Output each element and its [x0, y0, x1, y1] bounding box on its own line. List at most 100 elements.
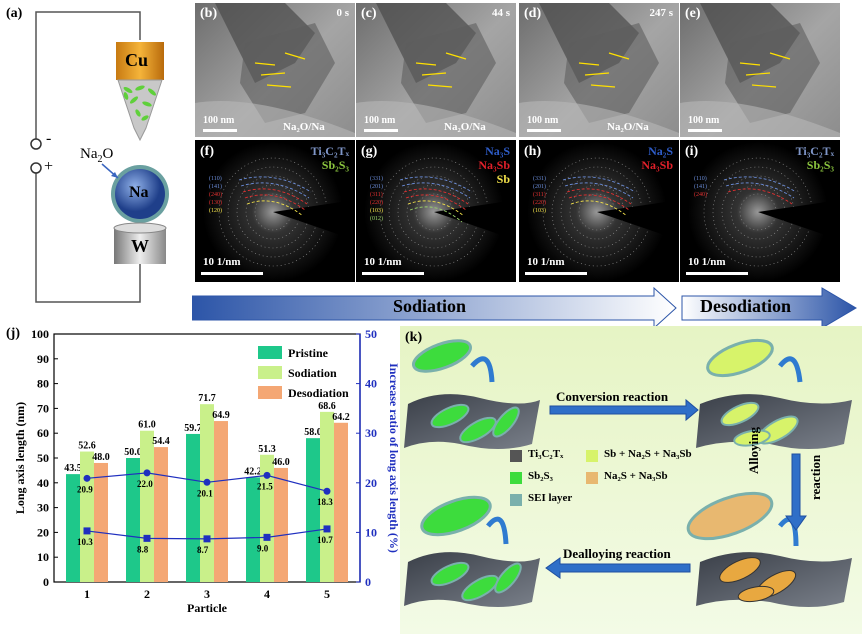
tem-texture-b: [195, 3, 355, 137]
ratio-label-2-2: 8.8: [137, 544, 149, 554]
saed-scale-text-i: 10 1/nm: [688, 256, 726, 268]
legend-swatch-0: [258, 346, 282, 359]
bar-label-sodiation-4: 51.3: [258, 444, 276, 455]
ring-index-g-3: (220): [370, 199, 383, 206]
ratio-point-1-1: [83, 474, 91, 482]
scale-bar-b: [203, 129, 237, 132]
process-arrows: [192, 286, 857, 330]
tem-image-e: (e) 100 nm: [680, 3, 840, 137]
y-tick-label-3: 30: [37, 501, 49, 515]
w-electrode: [114, 228, 166, 264]
y-tick-label-0: 0: [43, 575, 49, 589]
stage-alloyed: [686, 491, 852, 607]
saed-scale-text-g: 10 1/nm: [364, 256, 402, 268]
schematic-drawing: [404, 338, 852, 607]
panel-h-label: (h): [524, 144, 542, 159]
sodiation-arrow: [192, 286, 677, 330]
na2o-na-label-d: Na₂O/Na: [607, 121, 649, 133]
ratio-label-2-1: 10.3: [77, 537, 93, 547]
desodiation-arrow: [681, 287, 857, 329]
y-axis-label: Long axis length (nm): [13, 402, 27, 514]
saed-scale-bar-i: [686, 272, 748, 275]
y-tick-label-5: 50: [37, 451, 49, 465]
bar-label-sodiation-1: 52.6: [78, 441, 96, 452]
x-tick-label-2: 3: [204, 587, 210, 601]
na-label: Na: [129, 184, 149, 201]
bar-label-sodiation-3: 71.7: [198, 393, 216, 404]
saed-pattern-i: (110)(141)(240): [688, 142, 840, 282]
bar-label-pristine-3: 59.7: [184, 423, 202, 434]
k-legend-swatch-3: [586, 472, 598, 484]
ring-index-g-1: (201): [370, 183, 383, 190]
bar-desodiation-3: [214, 421, 228, 582]
panel-j-label: (j): [6, 326, 20, 341]
ring-index-i-1: (141): [694, 183, 707, 190]
minus-label: -: [46, 130, 52, 147]
plus-label: +: [44, 158, 54, 175]
bar-label-pristine-2: 50.0: [124, 447, 142, 458]
ring-index-h-1: (201): [533, 183, 546, 190]
ring-index-h-2: (311): [533, 191, 546, 198]
saed-image-h: (331) (201) (311) (220) (103) (h) Na₂S Na₃Sb 10 …: [519, 140, 679, 282]
k-legend-text-2: Sb₂S₃: [528, 470, 553, 482]
scale-bar-d: [527, 129, 561, 132]
ratio-label-1-4: 21.5: [257, 481, 273, 491]
ring-index-h-4: (103): [533, 207, 546, 214]
desodiation-label: Desodiation: [700, 296, 792, 316]
ratio-point-2-5: [323, 525, 331, 533]
y-tick-label-10: 100: [31, 327, 49, 341]
na2o-text-1: Na: [80, 146, 98, 162]
panel-a-label: (a): [6, 6, 23, 21]
saed-image-g: (331) (201) (311) (220) (103) (012) (g) Na₃S Na₃…: [356, 140, 516, 282]
bar-label-sodiation-2: 61.0: [138, 420, 156, 431]
ring-index-g-0: (331): [370, 175, 383, 182]
scale-bar-c: [364, 129, 398, 132]
bar-label-desodiation-1: 48.0: [92, 452, 110, 463]
tem-texture-e: [680, 3, 840, 137]
ratio-label-1-2: 22.0: [137, 479, 153, 489]
cu-electrode: [116, 42, 164, 80]
y-tick-label-4: 40: [37, 476, 49, 490]
legend-text-2: Desodiation: [288, 386, 349, 400]
ring-index-f-2: (240): [209, 191, 222, 198]
y2-tick-label-0: 0: [365, 575, 371, 589]
y-tick-label-8: 80: [37, 377, 49, 391]
scale-text-b: 100 nm: [203, 115, 235, 126]
ratio-label-2-4: 9.0: [257, 543, 269, 553]
ratio-label-1-3: 20.1: [197, 488, 213, 498]
sb2s3-particles: [123, 85, 157, 121]
scale-bar-e: [688, 129, 722, 132]
x-tick-label-0: 1: [84, 587, 90, 601]
ratio-label-1-1: 20.9: [77, 484, 93, 494]
saed-scale-text-f: 10 1/nm: [203, 256, 241, 268]
tem-texture-d: [519, 3, 679, 137]
phase-label-f-1: Sb₂S₃: [321, 158, 349, 172]
timestamp-d: 247 s: [649, 7, 673, 19]
k-legend-text-0: Ti₃C₂Tₓ: [528, 448, 564, 460]
phase-label-i-1: Sb₂S₃: [806, 158, 834, 172]
saed-scale-bar-h: [525, 272, 587, 275]
panel-i-label: (i): [685, 144, 699, 159]
k-legend-text-4: SEI layer: [528, 492, 573, 504]
setup-diagram: [30, 11, 169, 303]
ratio-point-2-2: [143, 534, 151, 542]
scale-text-c: 100 nm: [364, 115, 396, 126]
na2o-na-label-b: Na₂O/Na: [283, 121, 325, 133]
panel-e-label: (e): [685, 6, 701, 21]
bar-desodiation-5: [334, 422, 348, 582]
legend-swatch-2: [258, 386, 282, 399]
panel-g-label: (g): [361, 144, 378, 159]
na2o-text-2: O: [102, 146, 114, 162]
bar-label-pristine-1: 43.5: [64, 463, 82, 474]
ratio-point-2-1: [83, 527, 91, 535]
ring-index-f-4: (120): [209, 207, 222, 214]
legend-text-0: Pristine: [288, 346, 329, 360]
sodiation-label: Sodiation: [393, 296, 467, 316]
panel-f-label: (f): [200, 144, 214, 159]
bar-chart: 0 10 20 30 40 50 60 70 80 90 100 0 10 20 30 40 50 1 2 3 4 5 Pa…: [13, 327, 400, 615]
saed-pattern-g: (331)(201)(311)(220)(103)(012): [364, 142, 516, 282]
ratio-point-1-3: [203, 478, 211, 486]
saed-image-i: (110) (141) (240) (i) Ti₃C₂Tₓ Sb₂S₃ 10 1/nm: [680, 140, 840, 282]
phase-label-g-1: Na₃Sb: [478, 158, 510, 172]
dealloying-text: Dealloying reaction: [563, 546, 671, 561]
